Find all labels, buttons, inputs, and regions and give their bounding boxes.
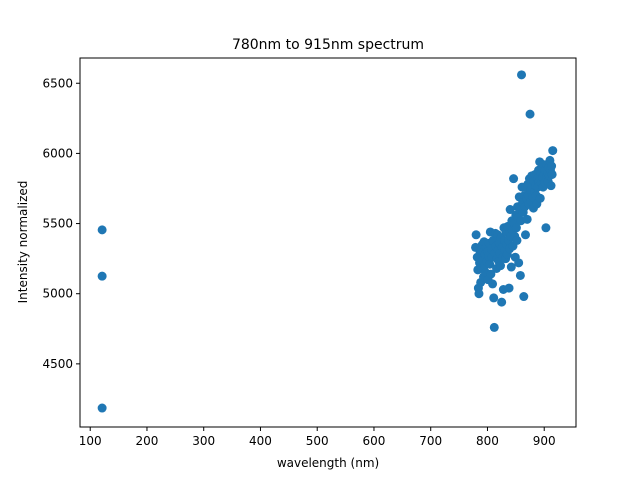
data-point [496,261,506,271]
data-point [97,403,107,413]
data-point [522,214,532,224]
data-point [511,223,521,233]
data-point [519,292,529,302]
points-layer [97,70,558,413]
data-point [535,193,545,203]
data-point [546,181,556,191]
x-tick-label: 600 [363,434,386,448]
data-point [489,293,499,303]
data-point [489,322,499,332]
data-point [471,230,481,240]
y-tick-label: 6500 [42,76,73,90]
x-tick-label: 200 [136,434,159,448]
data-point [504,283,514,293]
data-point [547,169,557,179]
data-point [486,269,496,279]
chart-title: 780nm to 915nm spectrum [232,37,424,53]
x-tick-label: 100 [79,434,102,448]
y-tick-label: 5000 [42,287,73,301]
x-tick-label: 500 [306,434,329,448]
y-axis-label: Intensity normalized [16,181,30,304]
data-point [497,297,507,307]
data-point [97,271,107,281]
x-axis-ticks: 100 200 300 400 500 600 700 800 900 [79,427,556,448]
data-point [509,174,519,184]
x-tick-label: 400 [249,434,272,448]
data-point [505,205,515,215]
data-point [547,161,557,171]
data-point [506,262,516,272]
data-point [488,279,498,289]
data-point [548,146,558,156]
data-point [97,225,107,235]
data-point [520,230,530,240]
x-tick-label: 900 [533,434,556,448]
plot-frame [79,57,577,428]
data-point [517,70,527,80]
x-tick-label: 700 [419,434,442,448]
data-point [541,223,551,233]
data-point [525,109,535,119]
data-point [512,235,522,245]
x-axis-label: wavelength (nm) [277,456,379,470]
data-point [515,270,525,280]
y-tick-label: 6000 [42,146,73,160]
data-point [474,289,484,299]
x-tick-label: 800 [476,434,499,448]
data-point [514,258,524,268]
x-tick-label: 300 [192,434,215,448]
y-axis-ticks: 4500 5000 5500 6000 6500 [42,76,80,371]
data-point [485,259,495,269]
y-tick-label: 5500 [42,217,73,231]
y-tick-label: 4500 [42,357,73,371]
